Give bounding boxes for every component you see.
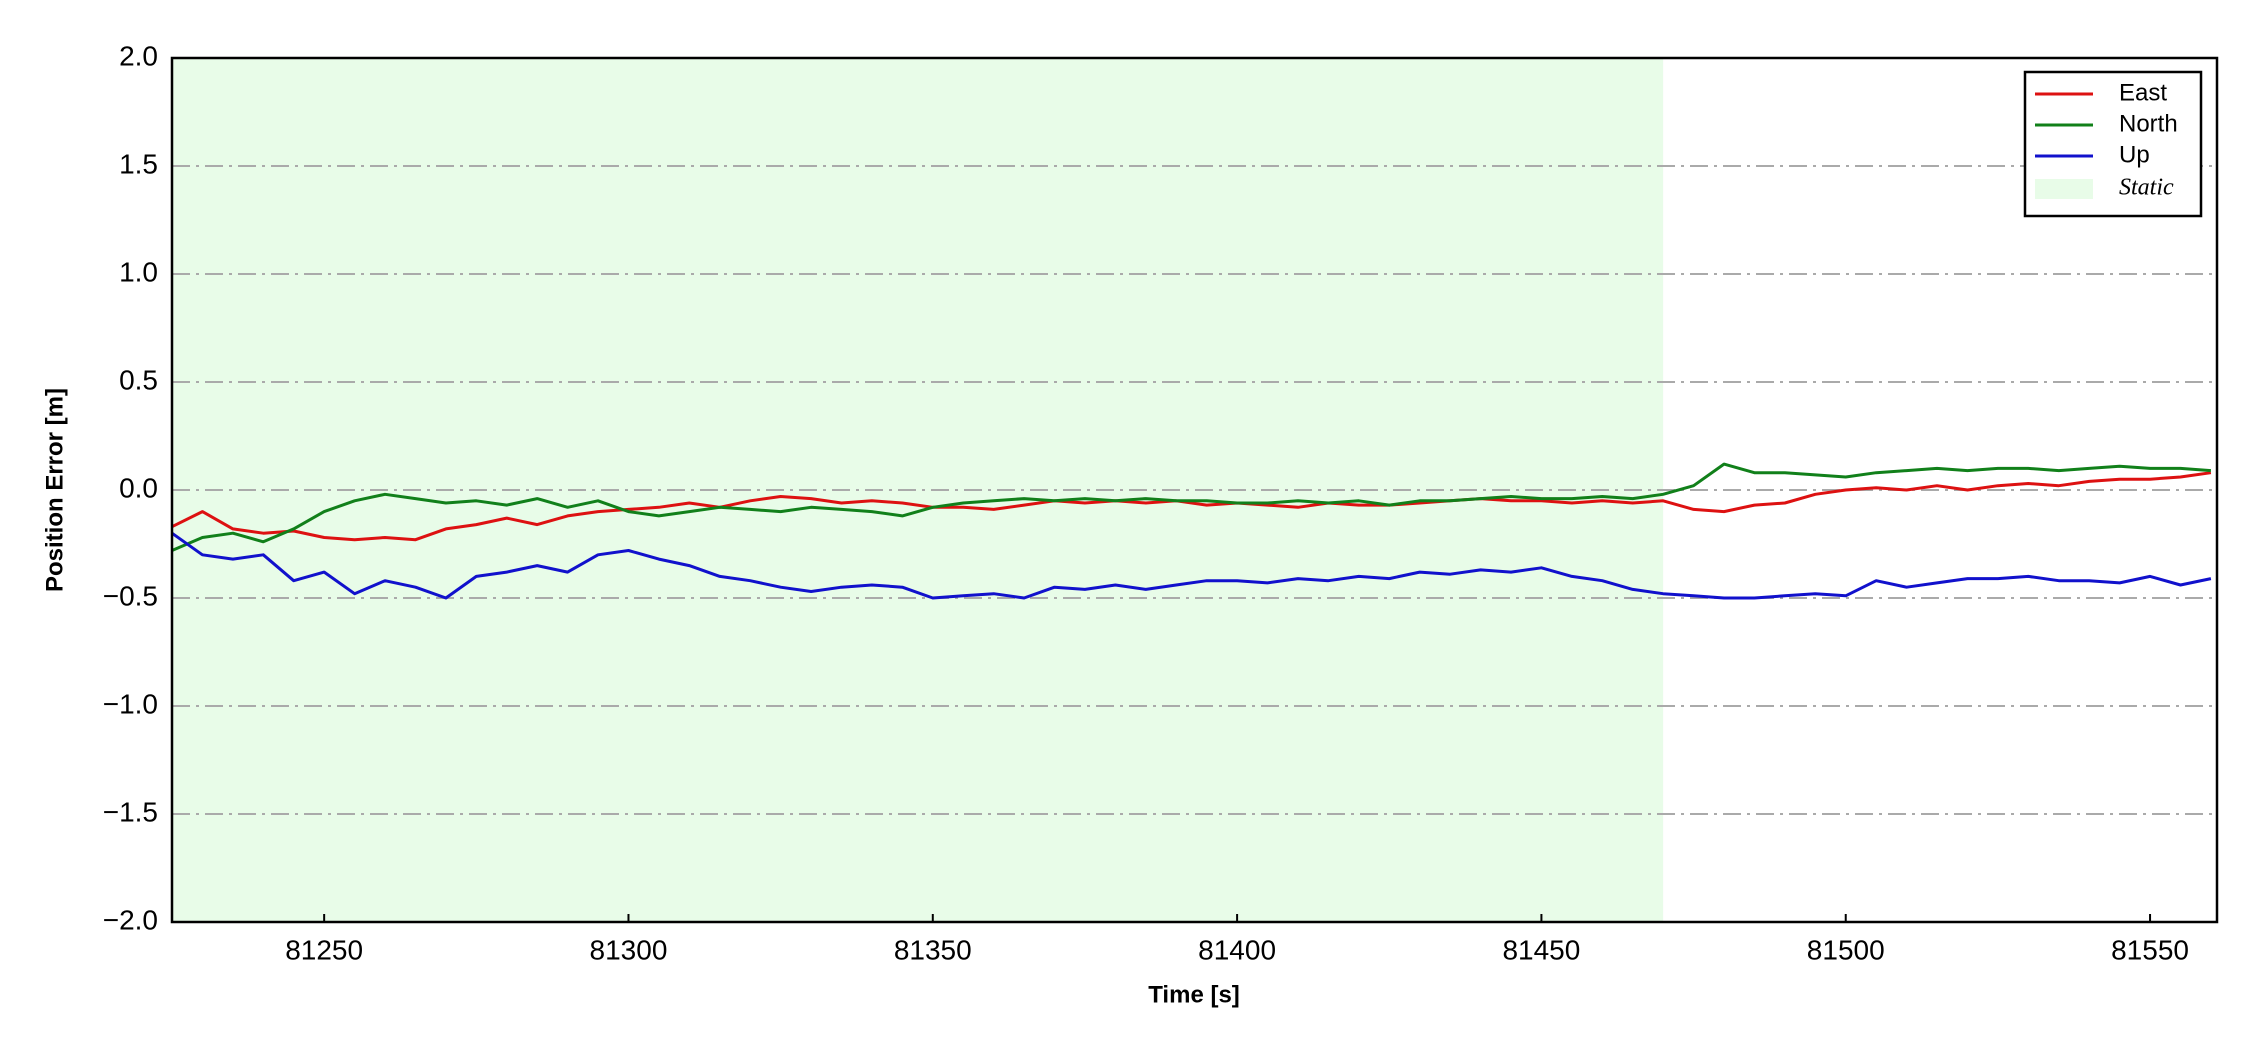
- y-tick-label: 1.5: [119, 148, 158, 179]
- y-tick-label: 0.0: [119, 472, 158, 503]
- x-tick-label: 81300: [590, 934, 668, 965]
- y-tick-label: −2.0: [103, 904, 158, 935]
- y-tick-label: −1.5: [103, 796, 158, 827]
- x-tick-label: 81550: [2111, 934, 2189, 965]
- series-line: [171, 462, 2212, 552]
- legend-label: Static: [2119, 175, 2174, 201]
- y-tick-label: −0.5: [103, 580, 158, 611]
- x-tick-label: 81500: [1807, 934, 1885, 965]
- x-tick-label: 81450: [1502, 934, 1580, 965]
- legend-label: East: [2119, 79, 2167, 106]
- series-line: [171, 471, 2212, 542]
- y-tick-label: 0.5: [119, 364, 158, 395]
- x-tick-label: 81350: [894, 934, 972, 965]
- x-axis-label: Time [s]: [1148, 981, 1240, 1008]
- y-tick-label: 2.0: [119, 40, 158, 71]
- legend-label: North: [2119, 110, 2178, 137]
- y-axis-label: Position Error [m]: [41, 388, 68, 592]
- y-tick-label: −1.0: [103, 688, 158, 719]
- plot-frame: [170, 56, 2219, 924]
- x-tick-label: 81250: [285, 934, 363, 965]
- legend-label: Up: [2119, 141, 2150, 168]
- y-tick-label: 1.0: [119, 256, 158, 287]
- legend: East North Up Static: [2023, 70, 2203, 218]
- series-line: [171, 531, 2212, 600]
- x-tick-label: 81400: [1198, 934, 1276, 965]
- legend-swatch: [2035, 179, 2093, 199]
